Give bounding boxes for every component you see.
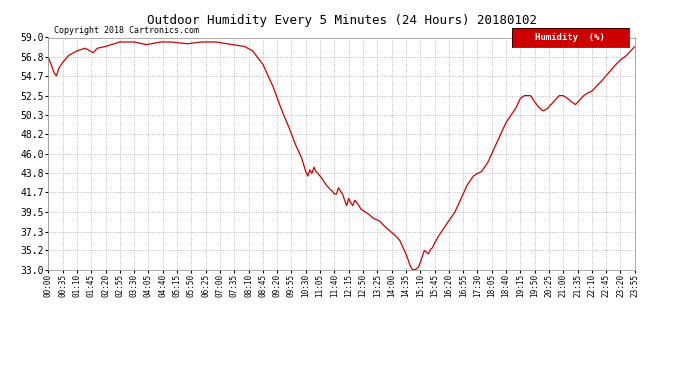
Text: Copyright 2018 Cartronics.com: Copyright 2018 Cartronics.com	[55, 26, 199, 35]
Title: Outdoor Humidity Every 5 Minutes (24 Hours) 20180102: Outdoor Humidity Every 5 Minutes (24 Hou…	[146, 14, 537, 27]
